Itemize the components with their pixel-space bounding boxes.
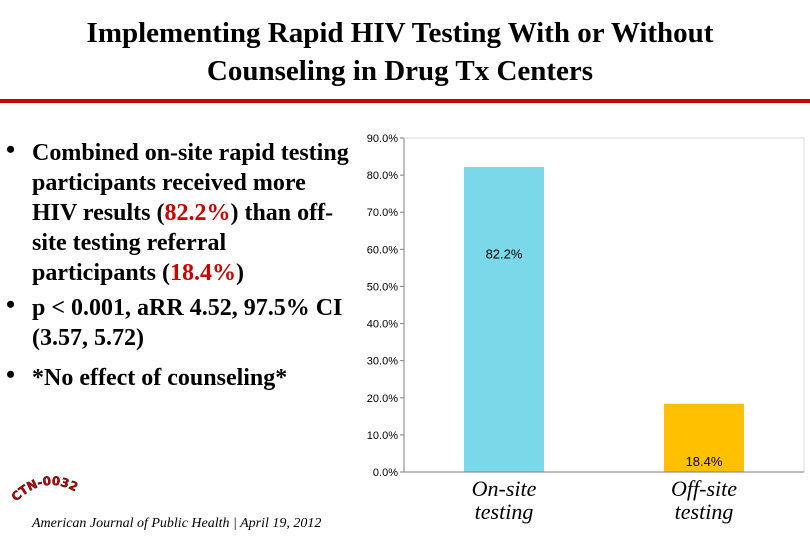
category-label-2: testing [675,499,734,524]
bullet-offsite-value: 18.4% [170,260,236,286]
title-line-1: Implementing Rapid HIV Testing With or W… [86,17,714,49]
category-label-2: Off-site [671,476,737,501]
bullet-statistics-text: p < 0.001, aRR 4.52, 97.5% CI (3.57, 5.7… [32,295,343,351]
bullet-counseling: • *No effect of counseling* [6,360,351,393]
y-tick-label: 50.0% [367,281,398,293]
y-tick-label: 40.0% [367,319,398,331]
svg-text:CTN-0032: CTN-0032 [10,474,80,504]
y-tick-label: 30.0% [367,356,398,368]
data-label-1: 82.2% [486,246,523,261]
y-tick-label: 10.0% [367,430,398,442]
y-tick-label: 80.0% [367,170,398,182]
bullet-results-text-2: ) than off-site testing referral partici… [32,200,334,286]
bullet-onsite-value: 82.2% [164,200,231,226]
bullet-dot-icon: • [6,135,16,164]
y-tick-label: 70.0% [367,207,398,219]
bullet-counseling-text: *No effect of counseling* [32,365,288,391]
bullet-dot-icon: • [6,290,16,319]
bar-chart: 0.0% 10.0% 20.0% 30.0% 40.0% 50.0% 60.0% 70.0% 8… [367,133,805,524]
title-line-2: Counseling in Drug Tx Centers [206,55,594,87]
y-tick-label: 20.0% [367,393,398,405]
bullet-results-text-3: ) [236,260,244,286]
y-tick-label: 90.0% [367,133,398,145]
slide-title: Implementing Rapid HIV Testing With or W… [0,14,800,90]
title-divider [0,99,810,103]
bullet-dot-icon: • [6,360,16,389]
bullet-statistics: • p < 0.001, aRR 4.52, 97.5% CI (3.57, 5… [6,290,351,353]
category-label-1: testing [475,499,534,524]
y-tick-label: 60.0% [367,244,398,256]
bar-2 [664,403,744,472]
bullet-list: • Combined on-site rapid testing partici… [6,135,351,398]
category-label-1: On-site [472,476,537,501]
ctn-logo: CTN-0032 [10,474,80,505]
citation: American Journal of Public Health | Apri… [32,516,322,531]
bar-1 [464,166,544,473]
ctn-logo-text: CTN-0032 [10,474,80,505]
y-tick-label: 0.0% [373,467,398,479]
bullet-results-text-1: Combined on-site rapid testing participa… [32,140,349,226]
bullet-results: • Combined on-site rapid testing partici… [6,135,351,288]
data-label-2: 18.4% [686,454,723,469]
